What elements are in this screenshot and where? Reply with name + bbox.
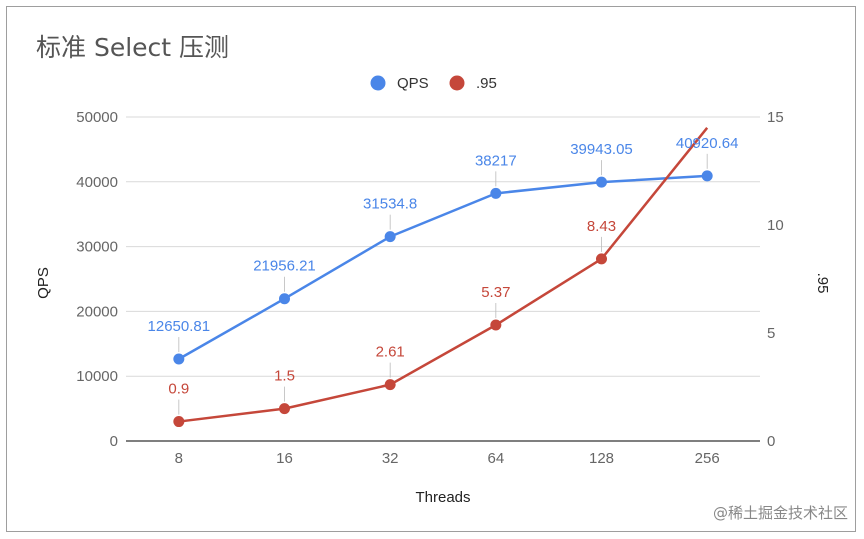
x-tick-label: 128 [589, 450, 614, 467]
data-point [279, 403, 290, 415]
series-line-p95 [178, 127, 709, 423]
data-labels: 12650.81 21956.21 31534.8 38217 39943.05 4092… [148, 135, 739, 415]
data-label: 5.37 [481, 284, 510, 301]
x-axis-ticks: 8 16 32 64 128 256 [175, 450, 720, 467]
x-tick-label: 8 [175, 450, 183, 467]
legend-label-qps: QPS [397, 75, 429, 92]
data-label: 31534.8 [363, 196, 417, 213]
data-point [596, 253, 607, 265]
data-label: 1.5 [274, 368, 295, 385]
x-tick-label: 32 [382, 450, 399, 467]
y-tick-label-left: 10000 [76, 368, 118, 385]
chart-title: 标准 Select 压测 [36, 33, 230, 62]
watermark: @稀土掘金技术社区 [712, 504, 848, 522]
data-point [173, 353, 185, 365]
right-axis-ticks: 0 5 10 15 [767, 109, 784, 450]
y-tick-label-left: 40000 [76, 174, 118, 191]
x-tick-label: 16 [276, 450, 293, 467]
x-tick-label: 256 [695, 450, 720, 467]
legend-marker-qps [370, 75, 386, 91]
data-point [490, 187, 502, 199]
x-axis-title: Threads [415, 489, 470, 506]
left-axis-ticks: 0 10000 20000 30000 40000 50000 [76, 109, 118, 450]
data-label: 21956.21 [253, 258, 316, 275]
y-axis-title-left: QPS [35, 267, 52, 299]
y-tick-label-left: 20000 [76, 303, 118, 320]
data-point [384, 231, 396, 243]
y-tick-label-right: 10 [767, 217, 784, 234]
legend-label-p95: .95 [476, 75, 497, 92]
data-point [701, 170, 713, 182]
gridlines [126, 116, 760, 442]
data-point [279, 293, 290, 305]
y-axis-title-right: .95 [814, 273, 831, 294]
data-label: 8.43 [587, 218, 616, 235]
data-label: 38217 [475, 152, 517, 169]
y-tick-label-right: 15 [767, 109, 784, 126]
data-label: 39943.05 [570, 141, 633, 158]
data-point [173, 416, 185, 428]
data-point [384, 379, 396, 391]
data-label: 40920.64 [676, 135, 739, 152]
chart-frame [6, 6, 856, 532]
y-tick-label-left: 50000 [76, 109, 118, 126]
series-line-qps [178, 174, 708, 361]
y-tick-label-left: 0 [110, 433, 118, 450]
y-tick-label-left: 30000 [76, 239, 118, 256]
data-point [490, 319, 502, 331]
x-tick-label: 64 [487, 450, 504, 467]
legend-marker-p95 [449, 75, 465, 91]
data-label: 12650.81 [148, 318, 211, 335]
y-tick-label-right: 0 [767, 433, 775, 450]
legend: QPS .95 [370, 75, 497, 92]
data-label: 2.61 [376, 344, 405, 361]
y-tick-label-right: 5 [767, 325, 775, 342]
series-lines [173, 127, 713, 428]
data-point [596, 176, 607, 188]
data-label: 0.9 [168, 381, 189, 398]
